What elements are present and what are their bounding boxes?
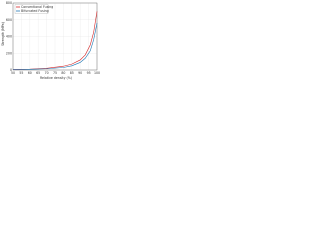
page: {"chart_data":{"type":"line","x_label":"… xyxy=(0,0,320,81)
legend-label: Bifurcated Fusing xyxy=(21,9,49,13)
series-line xyxy=(12,23,98,70)
x-axis-label: Relative density (%) xyxy=(40,76,72,80)
x-tick-label: 65 xyxy=(36,71,40,75)
y-tick-label: 800 xyxy=(6,1,12,5)
y-axis-label: Strength (MPa) xyxy=(1,22,5,46)
x-tick-label: 50 xyxy=(11,71,15,75)
legend-label: Conventional Fusing xyxy=(21,5,53,9)
x-tick-label: 80 xyxy=(61,71,65,75)
x-tick-label: 85 xyxy=(70,71,74,75)
y-tick-label: 600 xyxy=(6,18,12,22)
x-tick-label: 95 xyxy=(87,71,91,75)
plot-frame xyxy=(12,2,98,71)
y-tick-label: 200 xyxy=(6,51,12,55)
x-tick-label: 90 xyxy=(78,71,82,75)
x-tick-label: 100 xyxy=(94,71,100,75)
x-tick-label: 60 xyxy=(28,71,32,75)
y-tick-label: 400 xyxy=(6,35,12,39)
y-tick-label: 0 xyxy=(10,68,12,72)
x-tick-label: 55 xyxy=(19,71,23,75)
x-tick-label: 75 xyxy=(53,71,57,75)
legend-box xyxy=(14,4,49,14)
chart: Relative density (%) Strength (MPa) 0 200… xyxy=(1,1,100,80)
x-tick-label: 70 xyxy=(45,71,49,75)
